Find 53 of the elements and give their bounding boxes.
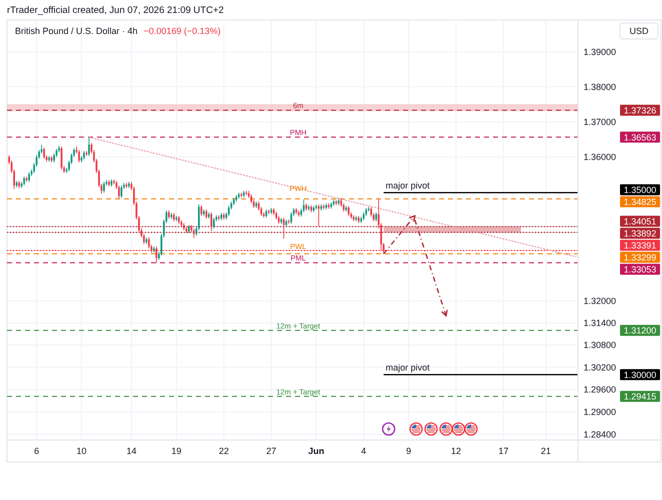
x-tick-label: 21 [540, 446, 551, 456]
x-tick-label: 22 [218, 446, 229, 456]
candlestick [118, 185, 120, 199]
candlestick [120, 185, 122, 198]
candlestick [60, 146, 62, 170]
candlestick [205, 209, 208, 220]
text: 1.34825 [624, 196, 656, 207]
candlestick [88, 136, 90, 156]
candlestick [43, 147, 45, 160]
text: −0.00169 (−0.13%) [144, 26, 221, 36]
x-tick-label: 14 [126, 446, 136, 456]
y-tick-label: 1.38000 [583, 82, 616, 92]
y-axis-title: USD [629, 26, 649, 36]
x-tick-label: 9 [406, 446, 412, 456]
text: 1.37326 [624, 105, 656, 116]
text: 1.29415 [624, 392, 656, 402]
y-tick-label: 1.29000 [583, 407, 616, 418]
x-tick-label: 12 [451, 446, 462, 456]
candlestick [370, 206, 372, 218]
candlestick [103, 182, 105, 194]
y-tick-label: 1.37000 [583, 116, 616, 127]
candlestick [26, 176, 28, 182]
text: 1.34051 [624, 216, 656, 226]
y-tick-label: 1.32000 [583, 296, 616, 306]
text: 1.30000 [624, 370, 656, 380]
candlestick [78, 150, 80, 163]
y-tick-label: 1.39000 [583, 46, 616, 57]
y-tick-label: 1.30800 [583, 340, 616, 350]
text: 1.36563 [624, 132, 656, 142]
y-tick-label: 1.31400 [583, 318, 616, 328]
text: 1.31200 [624, 325, 656, 336]
candlestick [193, 228, 195, 238]
candlestick [28, 172, 30, 182]
text: British Pound / U.S. Dollar · 4h [15, 26, 138, 36]
text: 1.33299 [624, 252, 656, 262]
x-tick-label: 19 [171, 446, 182, 456]
x-tick-label: Jun [308, 446, 324, 456]
x-tick-label: 4 [361, 446, 366, 456]
x-tick-label: 6 [34, 446, 40, 456]
x-tick-label: 10 [76, 446, 87, 456]
text: 1.33053 [624, 264, 656, 274]
text: 1.33892 [624, 228, 656, 238]
x-tick-label: 17 [498, 446, 508, 456]
ref-line-label: major pivot [386, 180, 430, 191]
text: 1.33391 [624, 240, 656, 250]
y-tick-label: 1.36000 [583, 152, 616, 162]
x-tick-label: 27 [266, 446, 276, 456]
y-tick-label: 1.28400 [583, 430, 616, 440]
text: 1.35000 [624, 184, 656, 195]
ref-line-label: major pivot [386, 362, 430, 373]
text: rTrader_official created, Jun 07, 2026 21:09 UTC+2 [7, 5, 224, 16]
y-tick-label: 1.29600 [583, 384, 616, 395]
y-tick-label: 1.30200 [583, 362, 616, 372]
